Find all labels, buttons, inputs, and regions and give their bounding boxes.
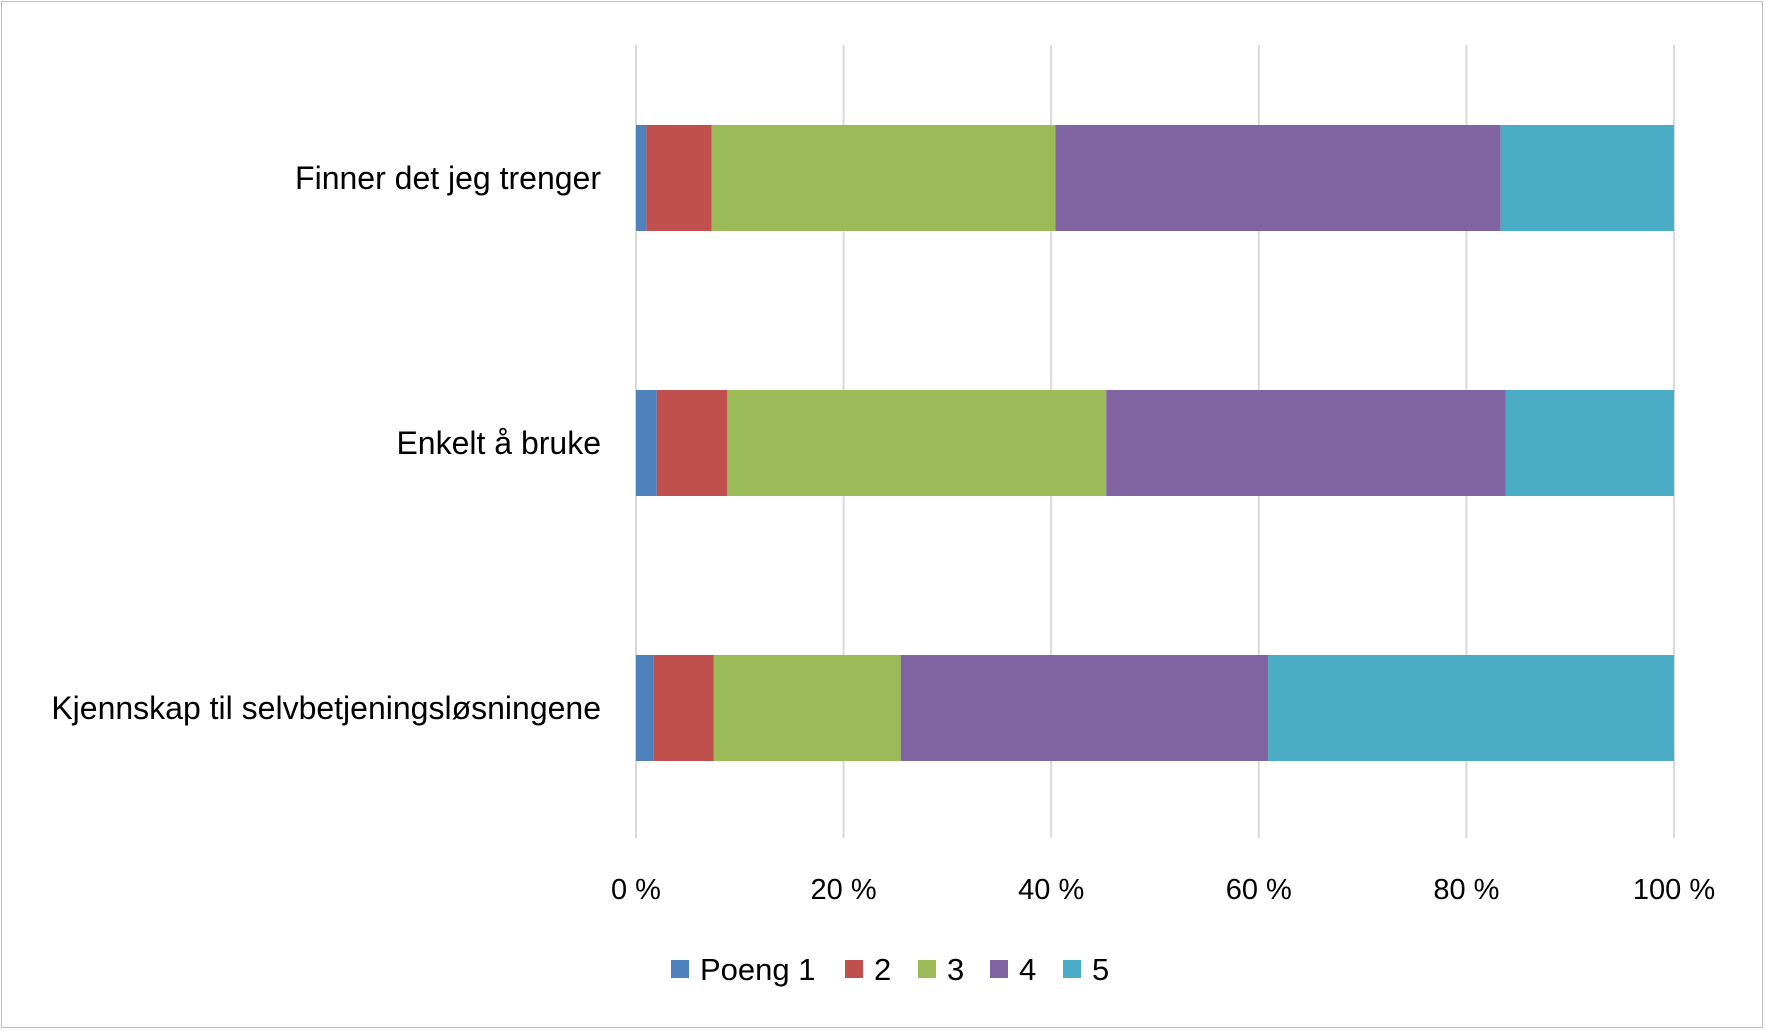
- x-tick-label: 60 %: [1226, 874, 1292, 906]
- bar-segment: [1500, 125, 1674, 231]
- bar-segment: [653, 655, 714, 761]
- bar-segment: [727, 390, 1107, 496]
- x-tick-label: 20 %: [811, 874, 877, 906]
- legend: Poeng 1 2 3 4 5: [671, 952, 1109, 987]
- bar-segment: [636, 655, 654, 761]
- bar-segment: [636, 125, 647, 231]
- category-labels: Finner det jeg trenger Enkelt å bruke Kjen…: [51, 160, 601, 726]
- category-label: Finner det jeg trenger: [295, 160, 601, 196]
- legend-label: 5: [1092, 952, 1109, 987]
- bar-segment: [1055, 125, 1501, 231]
- legend-swatch: [918, 960, 936, 978]
- category-label: Kjennskap til selvbetjeningsløsningene: [51, 690, 601, 726]
- legend-swatch: [1063, 960, 1081, 978]
- x-tick-label: 80 %: [1433, 874, 1499, 906]
- x-tick-label: 100 %: [1633, 874, 1715, 906]
- legend-label: 4: [1019, 952, 1036, 987]
- bar-segment: [656, 390, 728, 496]
- legend-swatch: [845, 960, 863, 978]
- legend-swatch: [671, 960, 689, 978]
- bar-segment: [646, 125, 712, 231]
- bars: [636, 125, 1674, 761]
- x-axis-tick-labels: 0 % 20 % 40 % 60 % 80 % 100 %: [611, 874, 1715, 906]
- bar-segment: [636, 390, 657, 496]
- bar-segment: [711, 125, 1056, 231]
- legend-label: Poeng 1: [700, 952, 816, 987]
- bar-segment: [900, 655, 1269, 761]
- legend-label: 2: [874, 952, 891, 987]
- category-label: Enkelt å bruke: [396, 425, 601, 461]
- bar-segment: [1106, 390, 1506, 496]
- legend-label: 3: [947, 952, 964, 987]
- x-tick-label: 40 %: [1018, 874, 1084, 906]
- bar-segment: [713, 655, 901, 761]
- bar-segment: [1505, 390, 1674, 496]
- legend-swatch: [990, 960, 1008, 978]
- bar-segment: [1268, 655, 1674, 761]
- x-tick-label: 0 %: [611, 874, 661, 906]
